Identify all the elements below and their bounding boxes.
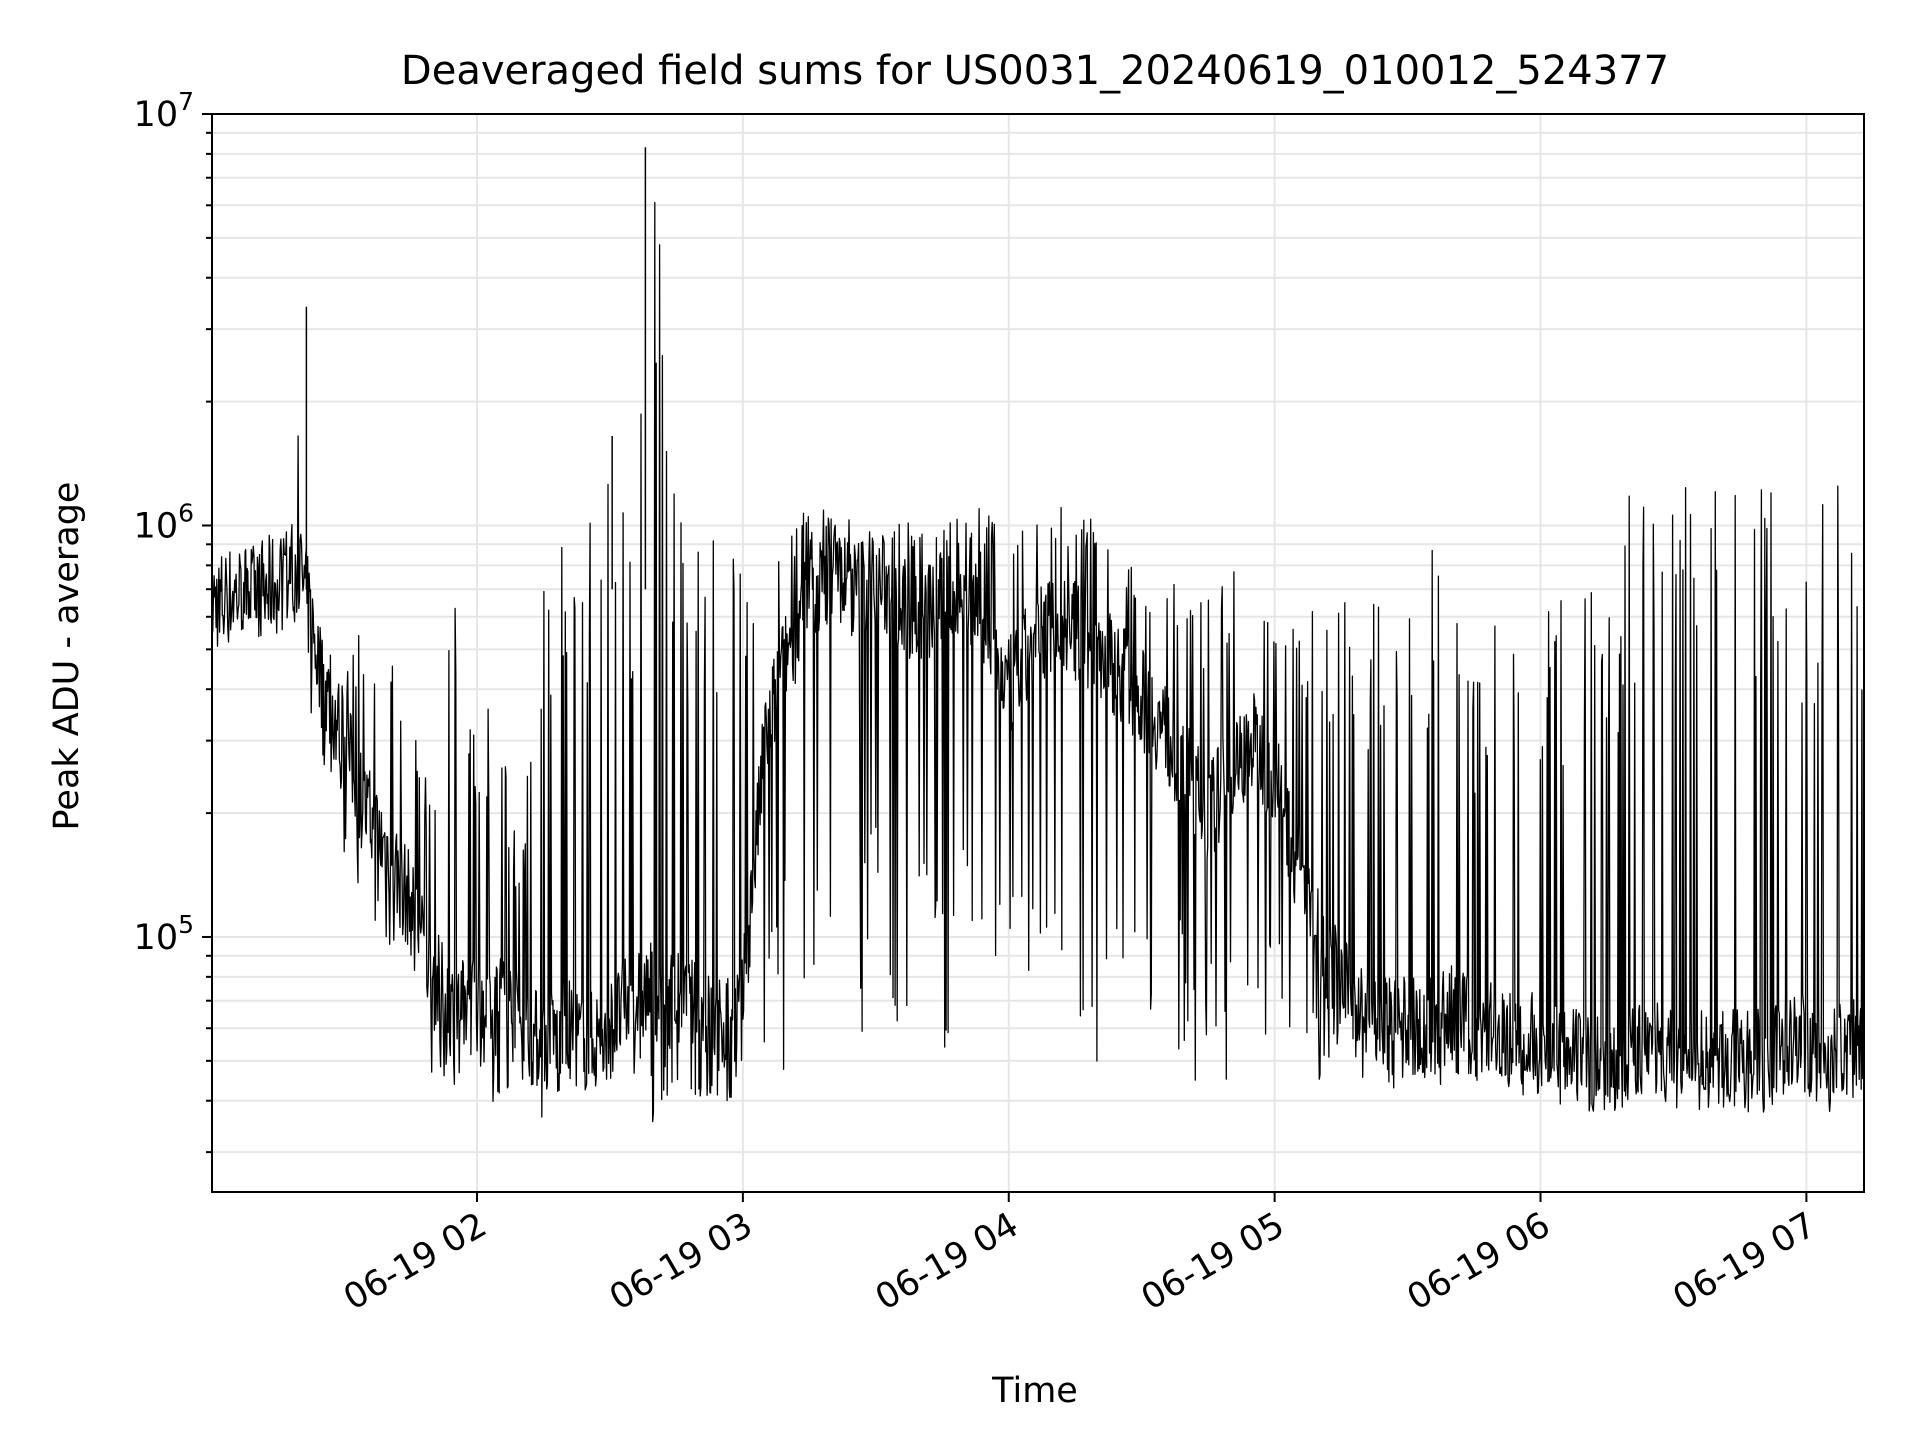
x-tick-label: 06-19 03 — [603, 1205, 759, 1318]
chart-title: Deaveraged field sums for US0031_2024061… — [401, 48, 1669, 94]
x-axis-label: Time — [991, 1371, 1078, 1411]
plot-area — [211, 147, 1865, 1123]
y-tick-label: 106 — [134, 498, 194, 546]
x-tick-label: 06-19 04 — [869, 1205, 1025, 1318]
y-tick-label: 105 — [134, 910, 194, 958]
x-tick-label: 06-19 05 — [1135, 1205, 1291, 1318]
y-axis-label: Peak ADU - average — [47, 482, 87, 831]
data-series-line — [211, 201, 1865, 1123]
x-tick-label: 06-19 02 — [337, 1205, 493, 1318]
x-tick-label: 06-19 07 — [1667, 1205, 1823, 1318]
plot-frame — [211, 113, 1865, 1193]
axis-ticks: 105 106 107 06-19 02 06-19 03 06-19 04 06-19 0… — [134, 87, 1823, 1318]
x-tick-label: 06-19 06 — [1401, 1205, 1557, 1318]
y-tick-label: 107 — [134, 87, 194, 135]
